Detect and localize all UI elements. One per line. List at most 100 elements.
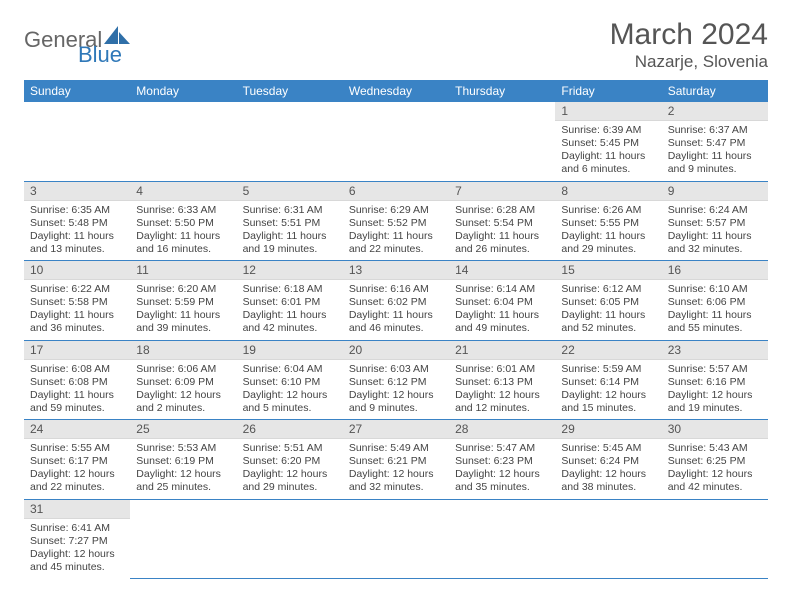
calendar-cell: 17Sunrise: 6:08 AMSunset: 6:08 PMDayligh… [24, 340, 130, 420]
daylight-text: Daylight: 11 hours and 49 minutes. [455, 309, 549, 335]
calendar-cell: 15Sunrise: 6:12 AMSunset: 6:05 PMDayligh… [555, 261, 661, 341]
calendar-cell: .. [449, 102, 555, 181]
sunrise-text: Sunrise: 5:57 AM [668, 363, 762, 376]
sunrise-text: Sunrise: 6:18 AM [243, 283, 337, 296]
daylight-text: Daylight: 12 hours and 15 minutes. [561, 389, 655, 415]
calendar-cell: 16Sunrise: 6:10 AMSunset: 6:06 PMDayligh… [662, 261, 768, 341]
sunrise-text: Sunrise: 5:47 AM [455, 442, 549, 455]
calendar-cell: 13Sunrise: 6:16 AMSunset: 6:02 PMDayligh… [343, 261, 449, 341]
day-number: 15 [555, 261, 661, 280]
calendar-cell: 7Sunrise: 6:28 AMSunset: 5:54 PMDaylight… [449, 181, 555, 261]
calendar-cell: 14Sunrise: 6:14 AMSunset: 6:04 PMDayligh… [449, 261, 555, 341]
daylight-text: Daylight: 12 hours and 38 minutes. [561, 468, 655, 494]
calendar-cell: 30Sunrise: 5:43 AMSunset: 6:25 PMDayligh… [662, 420, 768, 500]
sunset-text: Sunset: 6:12 PM [349, 376, 443, 389]
day-number: 1 [555, 102, 661, 121]
day-number: 6 [343, 182, 449, 201]
daylight-text: Daylight: 12 hours and 29 minutes. [243, 468, 337, 494]
day-details: Sunrise: 6:12 AMSunset: 6:05 PMDaylight:… [555, 280, 661, 340]
calendar-cell: 18Sunrise: 6:06 AMSunset: 6:09 PMDayligh… [130, 340, 236, 420]
day-details: Sunrise: 5:45 AMSunset: 6:24 PMDaylight:… [555, 439, 661, 499]
day-number: 24 [24, 420, 130, 439]
calendar-cell: .. [130, 499, 236, 578]
day-details: Sunrise: 5:47 AMSunset: 6:23 PMDaylight:… [449, 439, 555, 499]
sunset-text: Sunset: 6:23 PM [455, 455, 549, 468]
sunset-text: Sunset: 6:16 PM [668, 376, 762, 389]
day-details: Sunrise: 6:14 AMSunset: 6:04 PMDaylight:… [449, 280, 555, 340]
header: General March 2024 Nazarje, Slovenia [24, 18, 768, 72]
day-details: Sunrise: 6:31 AMSunset: 5:51 PMDaylight:… [237, 201, 343, 261]
day-details: Sunrise: 6:16 AMSunset: 6:02 PMDaylight:… [343, 280, 449, 340]
sunrise-text: Sunrise: 5:53 AM [136, 442, 230, 455]
day-details: Sunrise: 5:53 AMSunset: 6:19 PMDaylight:… [130, 439, 236, 499]
day-number: 28 [449, 420, 555, 439]
day-number: 30 [662, 420, 768, 439]
sunset-text: Sunset: 5:50 PM [136, 217, 230, 230]
sunrise-text: Sunrise: 6:01 AM [455, 363, 549, 376]
weekday-header: Saturday [662, 80, 768, 102]
sunset-text: Sunset: 6:24 PM [561, 455, 655, 468]
calendar-cell: 28Sunrise: 5:47 AMSunset: 6:23 PMDayligh… [449, 420, 555, 500]
day-number: 16 [662, 261, 768, 280]
sunset-text: Sunset: 6:14 PM [561, 376, 655, 389]
calendar-table: SundayMondayTuesdayWednesdayThursdayFrid… [24, 80, 768, 579]
weekday-header: Tuesday [237, 80, 343, 102]
sunrise-text: Sunrise: 6:28 AM [455, 204, 549, 217]
day-number: 9 [662, 182, 768, 201]
sunrise-text: Sunrise: 6:06 AM [136, 363, 230, 376]
daylight-text: Daylight: 11 hours and 32 minutes. [668, 230, 762, 256]
day-number: 8 [555, 182, 661, 201]
daylight-text: Daylight: 12 hours and 32 minutes. [349, 468, 443, 494]
calendar-cell: .. [555, 499, 661, 578]
sunset-text: Sunset: 7:27 PM [30, 535, 124, 548]
sunrise-text: Sunrise: 6:03 AM [349, 363, 443, 376]
sunrise-text: Sunrise: 6:04 AM [243, 363, 337, 376]
day-details: Sunrise: 6:33 AMSunset: 5:50 PMDaylight:… [130, 201, 236, 261]
day-details: Sunrise: 6:01 AMSunset: 6:13 PMDaylight:… [449, 360, 555, 420]
sunset-text: Sunset: 6:10 PM [243, 376, 337, 389]
day-number: 10 [24, 261, 130, 280]
daylight-text: Daylight: 11 hours and 26 minutes. [455, 230, 549, 256]
daylight-text: Daylight: 12 hours and 45 minutes. [30, 548, 124, 574]
page-title: March 2024 [610, 18, 768, 52]
location: Nazarje, Slovenia [610, 52, 768, 72]
sunrise-text: Sunrise: 6:26 AM [561, 204, 655, 217]
calendar-cell: .. [237, 499, 343, 578]
weekday-header: Friday [555, 80, 661, 102]
sunset-text: Sunset: 5:51 PM [243, 217, 337, 230]
sunset-text: Sunset: 6:04 PM [455, 296, 549, 309]
day-number: 17 [24, 341, 130, 360]
daylight-text: Daylight: 11 hours and 29 minutes. [561, 230, 655, 256]
day-details: Sunrise: 6:22 AMSunset: 5:58 PMDaylight:… [24, 280, 130, 340]
calendar-cell: 11Sunrise: 6:20 AMSunset: 5:59 PMDayligh… [130, 261, 236, 341]
calendar-cell: 19Sunrise: 6:04 AMSunset: 6:10 PMDayligh… [237, 340, 343, 420]
day-details: Sunrise: 6:03 AMSunset: 6:12 PMDaylight:… [343, 360, 449, 420]
calendar-cell: .. [237, 102, 343, 181]
sunset-text: Sunset: 5:54 PM [455, 217, 549, 230]
daylight-text: Daylight: 11 hours and 42 minutes. [243, 309, 337, 335]
calendar-cell: 23Sunrise: 5:57 AMSunset: 6:16 PMDayligh… [662, 340, 768, 420]
title-block: March 2024 Nazarje, Slovenia [610, 18, 768, 72]
daylight-text: Daylight: 11 hours and 13 minutes. [30, 230, 124, 256]
sunset-text: Sunset: 5:47 PM [668, 137, 762, 150]
daylight-text: Daylight: 11 hours and 52 minutes. [561, 309, 655, 335]
day-details: Sunrise: 5:49 AMSunset: 6:21 PMDaylight:… [343, 439, 449, 499]
calendar-cell: 24Sunrise: 5:55 AMSunset: 6:17 PMDayligh… [24, 420, 130, 500]
calendar-cell: 12Sunrise: 6:18 AMSunset: 6:01 PMDayligh… [237, 261, 343, 341]
sunset-text: Sunset: 5:52 PM [349, 217, 443, 230]
day-number: 18 [130, 341, 236, 360]
calendar-header-row: SundayMondayTuesdayWednesdayThursdayFrid… [24, 80, 768, 102]
daylight-text: Daylight: 11 hours and 19 minutes. [243, 230, 337, 256]
daylight-text: Daylight: 11 hours and 55 minutes. [668, 309, 762, 335]
calendar-cell: .. [343, 499, 449, 578]
calendar-cell: 9Sunrise: 6:24 AMSunset: 5:57 PMDaylight… [662, 181, 768, 261]
calendar-cell: 6Sunrise: 6:29 AMSunset: 5:52 PMDaylight… [343, 181, 449, 261]
day-details: Sunrise: 6:04 AMSunset: 6:10 PMDaylight:… [237, 360, 343, 420]
daylight-text: Daylight: 11 hours and 22 minutes. [349, 230, 443, 256]
sunrise-text: Sunrise: 5:43 AM [668, 442, 762, 455]
sunrise-text: Sunrise: 6:14 AM [455, 283, 549, 296]
sunrise-text: Sunrise: 6:20 AM [136, 283, 230, 296]
daylight-text: Daylight: 11 hours and 16 minutes. [136, 230, 230, 256]
weekday-header: Sunday [24, 80, 130, 102]
sunset-text: Sunset: 6:08 PM [30, 376, 124, 389]
